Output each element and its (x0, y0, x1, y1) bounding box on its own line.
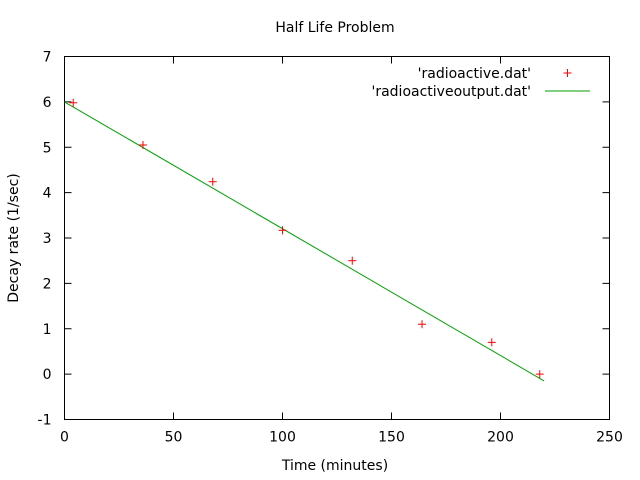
y-tick-label-7: 6 (43, 95, 52, 111)
legend-label-1: 'radioactiveoutput.dat' (371, 84, 531, 100)
data-point (278, 226, 287, 235)
y-tick-label-3: 2 (43, 276, 52, 292)
y-tick-label-0: -1 (38, 413, 52, 429)
data-point (535, 370, 544, 379)
data-point (69, 98, 78, 107)
y-tick-label-5: 4 (43, 186, 52, 202)
legend-swatch-point (563, 69, 572, 77)
legend-label-0: 'radioactive.dat' (418, 66, 531, 82)
legend: 'radioactive.dat' 'radioactiveoutput.dat' (371, 66, 590, 100)
data-point (208, 177, 217, 186)
y-tick-label-6: 5 (43, 140, 52, 156)
data-point (487, 338, 496, 347)
x-tick-label-5: 250 (596, 430, 623, 446)
data-point (418, 320, 427, 329)
y-tick-label-1: 0 (43, 367, 52, 383)
x-tick-label-2: 100 (269, 430, 296, 446)
data-point (138, 140, 147, 149)
x-tick-label-1: 50 (165, 430, 183, 446)
x-tick-label-0: 0 (60, 430, 69, 446)
fit-line-layer (64, 101, 545, 382)
fit-line (64, 101, 545, 382)
x-tick-label-3: 150 (378, 430, 405, 446)
plot-frame (64, 56, 610, 420)
y-tick-label-2: 1 (43, 322, 52, 338)
data-point (348, 256, 357, 265)
data-points-layer (69, 98, 544, 379)
y-axis-label: Decay rate (1/sec) (6, 173, 22, 302)
tick-marks: 0 50 100 150 200 250 -1 0 1 2 3 4 5 6 7 (38, 50, 623, 446)
y-tick-label-4: 3 (43, 231, 52, 247)
chart-title: Half Life Problem (275, 20, 394, 36)
x-axis-label: Time (minutes) (281, 458, 388, 474)
y-tick-label-8: 7 (43, 50, 52, 66)
x-tick-label-4: 200 (487, 430, 514, 446)
